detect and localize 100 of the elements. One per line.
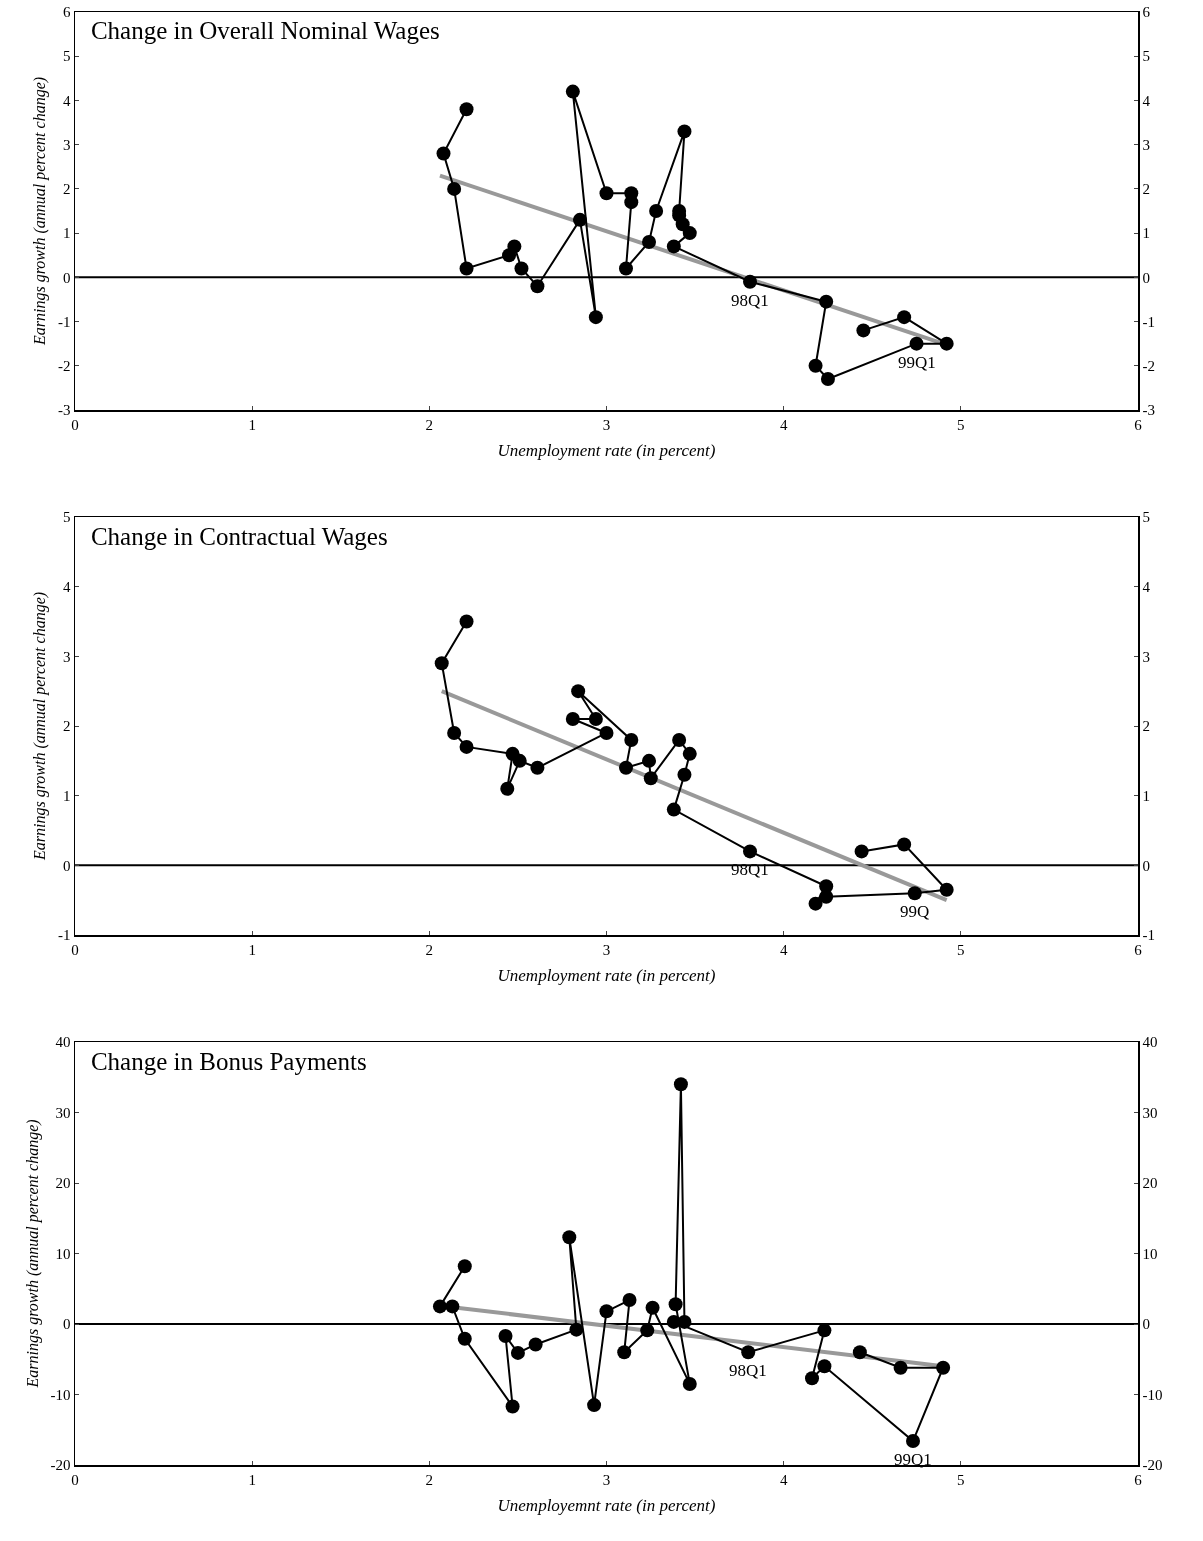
point (530, 760, 545, 775)
y2-tick-label: 4 (1142, 578, 1151, 595)
x-axis-title: Unemployment rate (in percent) (497, 965, 716, 985)
y-axis-title: Earnings growth (annual percent change) (31, 591, 50, 862)
point (588, 310, 603, 325)
point (599, 1304, 614, 1319)
point (624, 732, 639, 747)
x-tick-label: 3 (602, 941, 611, 958)
y-tick-label: 1 (63, 225, 71, 242)
y-tick-label: 2 (63, 181, 71, 198)
point (457, 1331, 472, 1346)
annotation: 99Q1 (894, 1450, 932, 1469)
point (565, 712, 580, 727)
point (587, 1398, 602, 1413)
x-tick-label: 3 (602, 1471, 611, 1488)
y-tick-label: 2 (63, 718, 71, 735)
point (434, 656, 449, 671)
x-tick-label: 5 (957, 941, 965, 958)
y2-tick-label: 5 (1142, 509, 1150, 526)
point (939, 336, 954, 351)
chart-title: Change in Contractual Wages (90, 522, 388, 550)
point (819, 889, 834, 904)
point (672, 732, 687, 747)
point (617, 1345, 632, 1360)
x-tick-label: 1 (248, 416, 256, 433)
point (447, 181, 462, 196)
y-tick-label: 0 (63, 269, 71, 286)
point (459, 614, 474, 629)
point (677, 124, 692, 139)
y2-tick-label: 0 (1142, 269, 1150, 286)
point (897, 310, 912, 325)
point (510, 1345, 525, 1360)
point (856, 323, 871, 338)
y-tick-label: 0 (63, 1316, 71, 1333)
y2-tick-label: -3 (1142, 402, 1155, 419)
y-tick-label: 4 (63, 578, 71, 595)
point (668, 1297, 683, 1312)
point (805, 1371, 820, 1386)
x-tick-label: 6 (1134, 1471, 1143, 1488)
point (741, 1345, 756, 1360)
y-tick-label: 10 (55, 1245, 71, 1262)
point (642, 234, 657, 249)
point (677, 767, 692, 782)
point (906, 1434, 920, 1449)
y-tick-label: 3 (63, 136, 71, 153)
point (820, 372, 835, 387)
y-tick-label: 0 (63, 857, 71, 874)
point (808, 358, 823, 373)
x-tick-label: 2 (425, 941, 434, 958)
point (682, 226, 697, 241)
point (909, 336, 924, 351)
point (565, 84, 580, 99)
point (619, 760, 633, 775)
point (599, 725, 614, 740)
x-tick-label: 4 (779, 1471, 788, 1488)
y-axis-title: Earnings growth (annual percent change) (31, 76, 50, 347)
point (666, 239, 681, 254)
x-tick-label: 5 (957, 416, 965, 433)
x-tick-label: 3 (602, 416, 611, 433)
point (939, 882, 954, 897)
point (498, 1328, 513, 1343)
y2-tick-label: -20 (1142, 1457, 1163, 1474)
y-tick-label: -20 (50, 1457, 71, 1474)
point (619, 261, 633, 276)
point (562, 1230, 577, 1245)
x-tick-label: 2 (425, 416, 434, 433)
point (528, 1337, 543, 1352)
y2-tick-label: 0 (1142, 1316, 1150, 1333)
y-tick-label: 30 (55, 1104, 71, 1121)
x-tick-label: 6 (1134, 416, 1143, 433)
y-tick-label: 3 (63, 648, 71, 665)
point (673, 1077, 688, 1092)
point (640, 1323, 655, 1338)
y2-tick-label: 6 (1142, 4, 1151, 21)
y-tick-label: 5 (63, 509, 71, 526)
chart-title: Change in Bonus Payments (90, 1048, 367, 1076)
point (436, 146, 451, 161)
y2-tick-label: -1 (1142, 313, 1155, 330)
point (599, 186, 614, 201)
x-tick-label: 1 (248, 1471, 256, 1488)
point (682, 746, 697, 761)
point (447, 725, 462, 740)
point (897, 837, 912, 852)
y2-tick-label: 10 (1142, 1245, 1158, 1262)
y-tick-label: 5 (63, 48, 71, 65)
x-tick-label: 2 (425, 1471, 434, 1488)
x-axis-title: Unemployment rate (in percent) (497, 440, 716, 460)
point (512, 753, 527, 768)
x-tick-label: 4 (779, 941, 788, 958)
point (643, 771, 658, 786)
y2-tick-label: 5 (1142, 48, 1150, 65)
point (505, 1399, 520, 1414)
point (649, 204, 664, 218)
point (459, 102, 474, 117)
y-tick-label: 1 (63, 787, 71, 804)
y-tick-label: -3 (58, 402, 71, 419)
point (743, 844, 758, 859)
annotation: 98Q1 (729, 1361, 767, 1380)
point (893, 1360, 908, 1375)
y2-tick-label: 1 (1142, 787, 1150, 804)
